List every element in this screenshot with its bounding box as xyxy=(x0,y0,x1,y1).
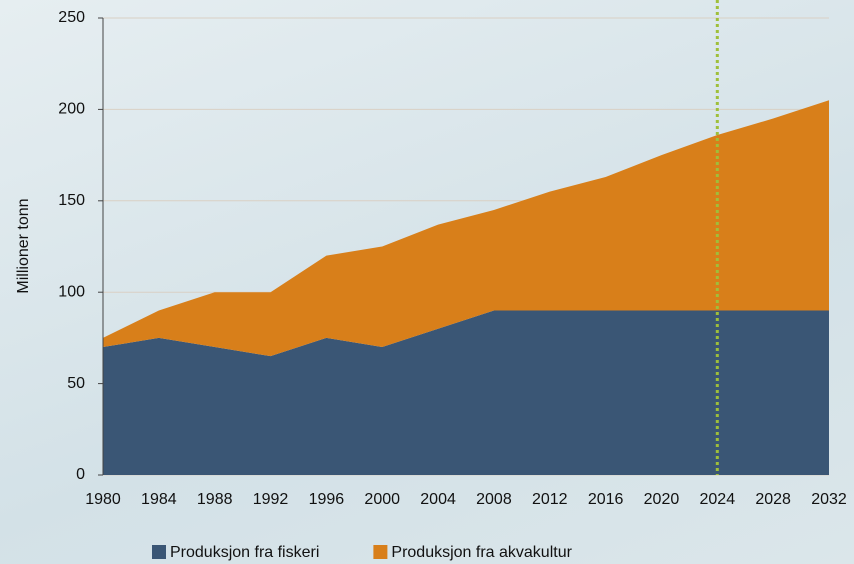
x-tick-label: 1980 xyxy=(85,491,121,508)
x-tick-label: 1984 xyxy=(141,491,177,508)
x-tick-label: 1992 xyxy=(253,491,289,508)
x-tick-label: 2020 xyxy=(644,491,680,508)
area xyxy=(103,100,829,357)
y-tick-label: 150 xyxy=(58,192,85,209)
x-tick-label: 2012 xyxy=(532,491,568,508)
legend-swatch xyxy=(152,545,166,559)
y-tick-label: 50 xyxy=(67,375,85,392)
y-tick-label: 250 xyxy=(58,9,85,26)
x-tick-label: 2000 xyxy=(364,491,400,508)
x-tick-label: 2004 xyxy=(420,491,456,508)
legend-label: Produksjon fra akvakultur xyxy=(391,544,572,561)
legend-label: Produksjon fra fiskeri xyxy=(170,544,319,561)
y-tick-label: 0 xyxy=(76,466,85,483)
legend-swatch xyxy=(373,545,388,559)
x-tick-label: 2028 xyxy=(755,491,791,508)
x-tick-label: 1996 xyxy=(309,491,345,508)
y-tick-label: 100 xyxy=(58,283,85,300)
x-tick-label: 2008 xyxy=(476,491,512,508)
x-tick-label: 2024 xyxy=(700,491,736,508)
area xyxy=(103,310,829,475)
x-tick-label: 2016 xyxy=(588,491,624,508)
y-tick-label: 200 xyxy=(58,101,85,118)
y-axis-label: Millioner tonn xyxy=(15,198,32,293)
x-tick-label: 1988 xyxy=(197,491,233,508)
x-tick-label: 2032 xyxy=(811,491,847,508)
